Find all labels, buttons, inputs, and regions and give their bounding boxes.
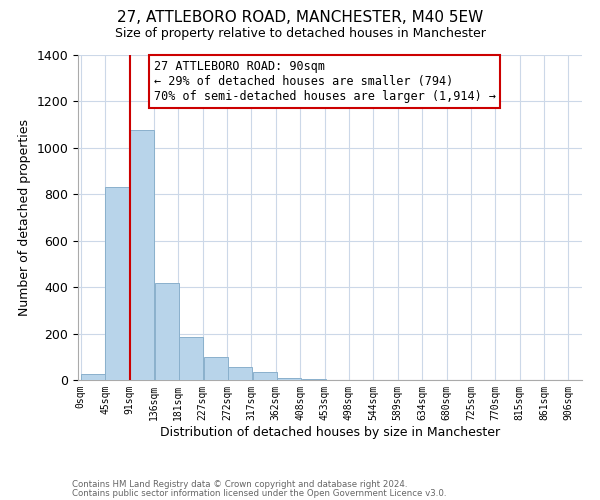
Text: Size of property relative to detached houses in Manchester: Size of property relative to detached ho… bbox=[115, 28, 485, 40]
Bar bbox=[106, 188, 129, 380]
Bar bbox=[229, 366, 252, 380]
Bar bbox=[130, 130, 154, 380]
Bar bbox=[179, 337, 203, 380]
Bar bbox=[204, 357, 228, 380]
Text: 27, ATTLEBORO ROAD, MANCHESTER, M40 5EW: 27, ATTLEBORO ROAD, MANCHESTER, M40 5EW bbox=[117, 10, 483, 25]
Bar bbox=[253, 372, 277, 380]
Bar bbox=[155, 282, 179, 380]
Y-axis label: Number of detached properties: Number of detached properties bbox=[18, 119, 31, 316]
Text: Contains public sector information licensed under the Open Government Licence v3: Contains public sector information licen… bbox=[72, 488, 446, 498]
Bar bbox=[277, 378, 301, 380]
Bar bbox=[81, 374, 105, 380]
Text: 27 ATTLEBORO ROAD: 90sqm
← 29% of detached houses are smaller (794)
70% of semi-: 27 ATTLEBORO ROAD: 90sqm ← 29% of detach… bbox=[154, 60, 496, 103]
X-axis label: Distribution of detached houses by size in Manchester: Distribution of detached houses by size … bbox=[160, 426, 500, 438]
Text: Contains HM Land Registry data © Crown copyright and database right 2024.: Contains HM Land Registry data © Crown c… bbox=[72, 480, 407, 489]
Bar bbox=[302, 379, 326, 380]
